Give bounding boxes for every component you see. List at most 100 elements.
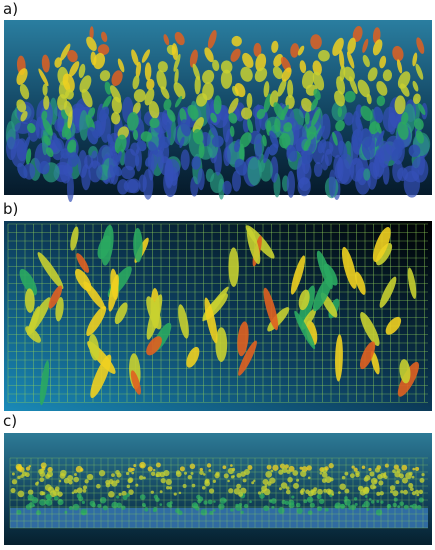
leaf: [67, 111, 73, 130]
leaf: [228, 247, 239, 287]
point: [227, 467, 235, 475]
leaf: [78, 63, 86, 79]
leaf: [412, 52, 418, 67]
leaf: [418, 103, 426, 116]
leaf: [39, 360, 50, 406]
leaf: [98, 106, 110, 123]
point: [272, 464, 279, 471]
leaf: [104, 81, 112, 95]
leaf: [312, 71, 325, 91]
leaf: [279, 104, 289, 121]
point: [35, 510, 41, 516]
point: [409, 487, 414, 492]
point: [349, 473, 355, 479]
point: [306, 465, 312, 471]
point: [196, 494, 201, 500]
point: [121, 490, 127, 496]
point: [265, 470, 273, 478]
point: [271, 505, 275, 510]
leaf: [178, 304, 189, 339]
leaf: [16, 68, 28, 86]
point: [414, 466, 420, 471]
leaf: [262, 134, 267, 147]
point: [39, 499, 46, 506]
leaf: [24, 288, 35, 313]
point: [189, 463, 196, 470]
leaf: [148, 101, 160, 119]
point: [81, 510, 87, 516]
point: [122, 494, 128, 501]
leaf: [239, 143, 245, 162]
point: [116, 502, 122, 509]
point: [263, 488, 271, 496]
leaf: [173, 53, 181, 72]
point: [208, 469, 212, 472]
leaf: [394, 95, 406, 115]
leaf: [352, 25, 363, 42]
foliage: [6, 136, 17, 161]
leaf: [194, 75, 201, 95]
leaf: [242, 52, 254, 69]
point: [179, 466, 185, 472]
leaf: [146, 294, 163, 340]
point: [296, 507, 303, 514]
leaf: [247, 118, 254, 133]
point: [339, 483, 346, 490]
leaf: [101, 31, 108, 43]
leaf: [19, 268, 38, 296]
point: [127, 478, 133, 484]
leaf: [140, 131, 153, 142]
foliage: [320, 113, 331, 140]
point: [285, 486, 290, 490]
foliage: [392, 159, 404, 183]
point: [45, 473, 51, 479]
point: [370, 484, 376, 490]
point: [76, 487, 83, 494]
point: [324, 507, 329, 512]
leaf: [399, 359, 411, 384]
leaf: [54, 57, 62, 68]
leaf: [25, 326, 42, 343]
point: [403, 489, 408, 495]
leaf: [111, 112, 121, 125]
leaf: [360, 312, 380, 347]
leaf: [207, 30, 217, 49]
leaf: [133, 129, 139, 141]
point: [201, 485, 206, 490]
leaf: [132, 75, 140, 90]
leaf: [133, 227, 143, 263]
point: [187, 474, 193, 480]
point: [82, 485, 88, 490]
point: [125, 471, 130, 476]
leaf: [38, 68, 49, 87]
point: [418, 489, 424, 495]
leaf: [191, 156, 201, 170]
leaf: [362, 38, 369, 53]
point: [249, 500, 252, 503]
leaf: [75, 268, 92, 292]
leaf: [171, 43, 179, 61]
point: [363, 486, 370, 494]
leaf: [407, 267, 417, 299]
leaf: [158, 136, 171, 149]
point: [212, 479, 217, 483]
foliage: [142, 169, 154, 200]
leaf: [332, 37, 344, 56]
point: [127, 467, 133, 473]
point: [395, 480, 400, 485]
leaf: [335, 120, 345, 132]
leaf: [311, 108, 321, 127]
point: [20, 474, 24, 478]
leaf: [367, 67, 378, 82]
leaf: [174, 31, 185, 46]
point: [306, 496, 314, 503]
point: [213, 500, 216, 503]
leaf: [220, 69, 233, 89]
leaf: [146, 336, 162, 356]
leaf: [43, 135, 51, 146]
leaf: [17, 162, 28, 179]
foliage: [382, 106, 398, 133]
leaf: [87, 107, 96, 118]
foliage: [197, 168, 205, 191]
leaf: [298, 289, 310, 311]
